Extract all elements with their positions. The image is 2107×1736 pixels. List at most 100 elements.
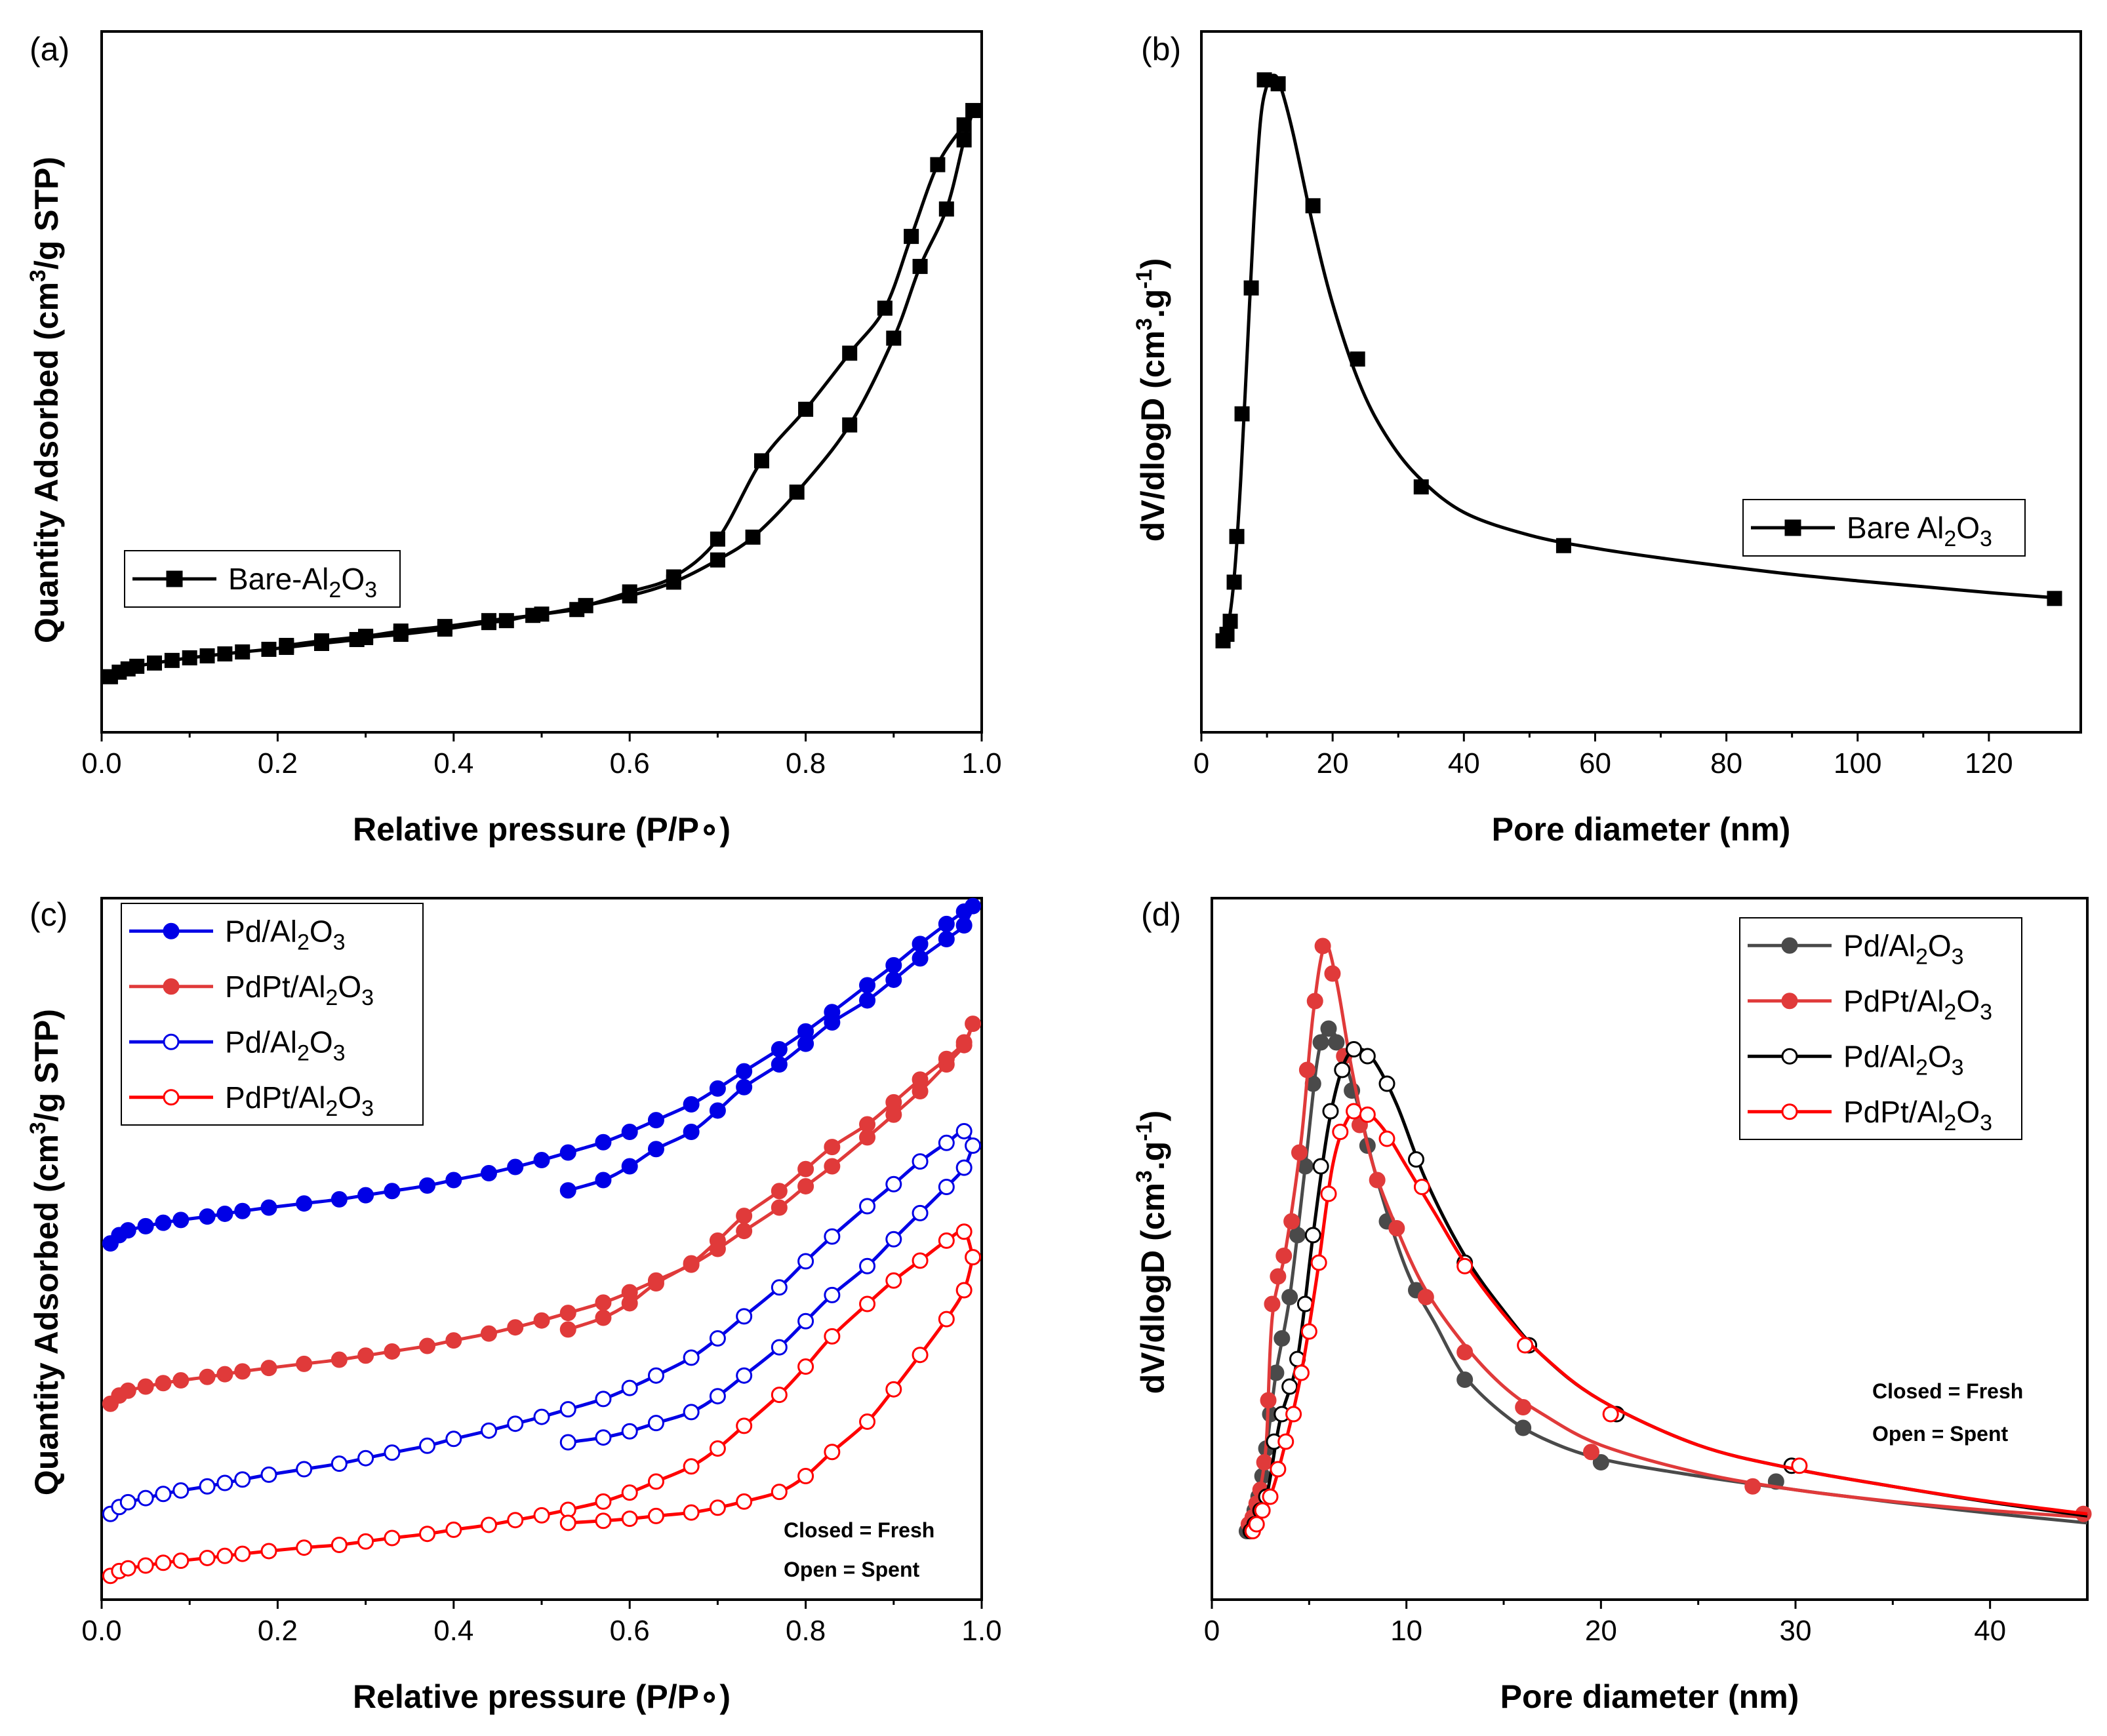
data-point	[419, 1526, 436, 1543]
annotation: Open = Spent	[784, 1558, 919, 1581]
data-point	[771, 1484, 788, 1501]
x-tick-label: 0.6	[610, 747, 650, 779]
data-point	[621, 1510, 638, 1528]
legend: Bare-Al2O3	[124, 550, 401, 608]
data-point	[859, 1257, 876, 1274]
data-point	[1322, 1103, 1339, 1120]
data-point	[1334, 1061, 1351, 1078]
data-point	[172, 1552, 190, 1569]
data-point	[296, 1461, 313, 1478]
data-point	[1314, 937, 1331, 955]
data-point	[736, 1078, 753, 1095]
data-point	[912, 1252, 929, 1269]
data-point	[798, 401, 814, 417]
data-point	[1555, 538, 1571, 553]
data-point	[736, 1417, 753, 1434]
data-point	[683, 1349, 700, 1366]
legend-box	[1739, 917, 2022, 1140]
data-point	[1456, 1257, 1474, 1274]
panel-label: (a)	[30, 31, 70, 68]
data-point	[912, 936, 929, 953]
data-point	[938, 201, 954, 217]
data-point	[859, 1198, 876, 1215]
data-point	[234, 1202, 251, 1219]
data-point	[1359, 1106, 1376, 1123]
x-tick-label: 0.6	[610, 1615, 650, 1647]
data-point	[1285, 1406, 1302, 1423]
data-point	[119, 1560, 136, 1577]
data-point	[199, 1549, 216, 1566]
legend-marker	[163, 922, 180, 939]
data-point	[709, 1080, 726, 1097]
data-point	[1283, 1213, 1300, 1230]
legend-marker	[1781, 993, 1798, 1010]
x-tick-label: 0	[1204, 1615, 1220, 1647]
data-point	[172, 1372, 190, 1389]
data-point	[885, 1272, 902, 1289]
data-point	[621, 1124, 638, 1140]
data-point	[1248, 1516, 1265, 1533]
data-point	[507, 1512, 524, 1529]
y-axis-title: dV/dlogD (cm3.g-1)	[1132, 1111, 1171, 1394]
data-point	[260, 1466, 277, 1483]
data-point	[155, 1375, 172, 1392]
data-point	[736, 1493, 753, 1510]
data-point	[683, 1458, 700, 1475]
data-point	[119, 1493, 136, 1510]
y-axis-title: Quantity Adsorbed (cm3/g STP)	[26, 157, 65, 643]
desorption-line	[568, 1256, 975, 1525]
data-point	[709, 1232, 726, 1249]
legend-box	[121, 903, 424, 1126]
x-tick-label: 20	[1585, 1615, 1617, 1647]
data-point	[331, 1351, 348, 1368]
legend-marker	[1784, 519, 1801, 536]
data-point	[260, 1199, 277, 1216]
data-point	[1260, 1392, 1277, 1409]
data-point	[595, 1309, 612, 1326]
data-point	[578, 598, 593, 614]
data-point	[358, 629, 374, 644]
data-point	[824, 1139, 841, 1156]
x-tick-label: 40	[1974, 1615, 2006, 1647]
data-point	[771, 1387, 788, 1404]
data-point	[234, 1471, 251, 1488]
data-point	[384, 1444, 401, 1461]
data-point	[1300, 1323, 1317, 1340]
data-point	[797, 1358, 814, 1375]
data-point	[1226, 574, 1242, 590]
series-3	[102, 1223, 982, 1585]
data-point	[1346, 1041, 1363, 1057]
data-point	[155, 1486, 172, 1503]
data-point	[647, 1415, 664, 1432]
data-point	[859, 1295, 876, 1312]
data-point	[445, 1430, 462, 1448]
data-point	[119, 1222, 136, 1239]
data-point	[797, 1468, 814, 1484]
data-point	[137, 1378, 154, 1395]
x-tick-label: 100	[1834, 747, 1881, 779]
data-point	[199, 1368, 216, 1385]
data-point	[771, 1041, 788, 1057]
x-tick-label: 80	[1710, 747, 1742, 779]
data-point	[709, 1499, 726, 1516]
data-point	[559, 1514, 576, 1531]
data-point	[797, 1160, 814, 1177]
data-point	[965, 1137, 982, 1154]
data-point	[1262, 1488, 1279, 1505]
data-point	[771, 1339, 788, 1356]
data-point	[938, 915, 955, 932]
data-point	[507, 1415, 524, 1432]
data-point	[647, 1112, 664, 1129]
data-point	[357, 1533, 374, 1550]
data-point	[1312, 1158, 1329, 1175]
data-point	[1268, 1364, 1285, 1381]
data-point	[437, 619, 452, 635]
data-point	[1320, 1185, 1337, 1202]
data-point	[357, 1450, 374, 1467]
data-point	[955, 917, 973, 934]
legend-label: PdPt/Al2O3	[225, 970, 374, 1010]
y-axis-title: Quantity Adsorbed (cm3/g STP)	[26, 1009, 65, 1495]
data-point	[1583, 1444, 1599, 1461]
legend-marker	[163, 1033, 180, 1050]
panel-label: (c)	[30, 896, 68, 933]
